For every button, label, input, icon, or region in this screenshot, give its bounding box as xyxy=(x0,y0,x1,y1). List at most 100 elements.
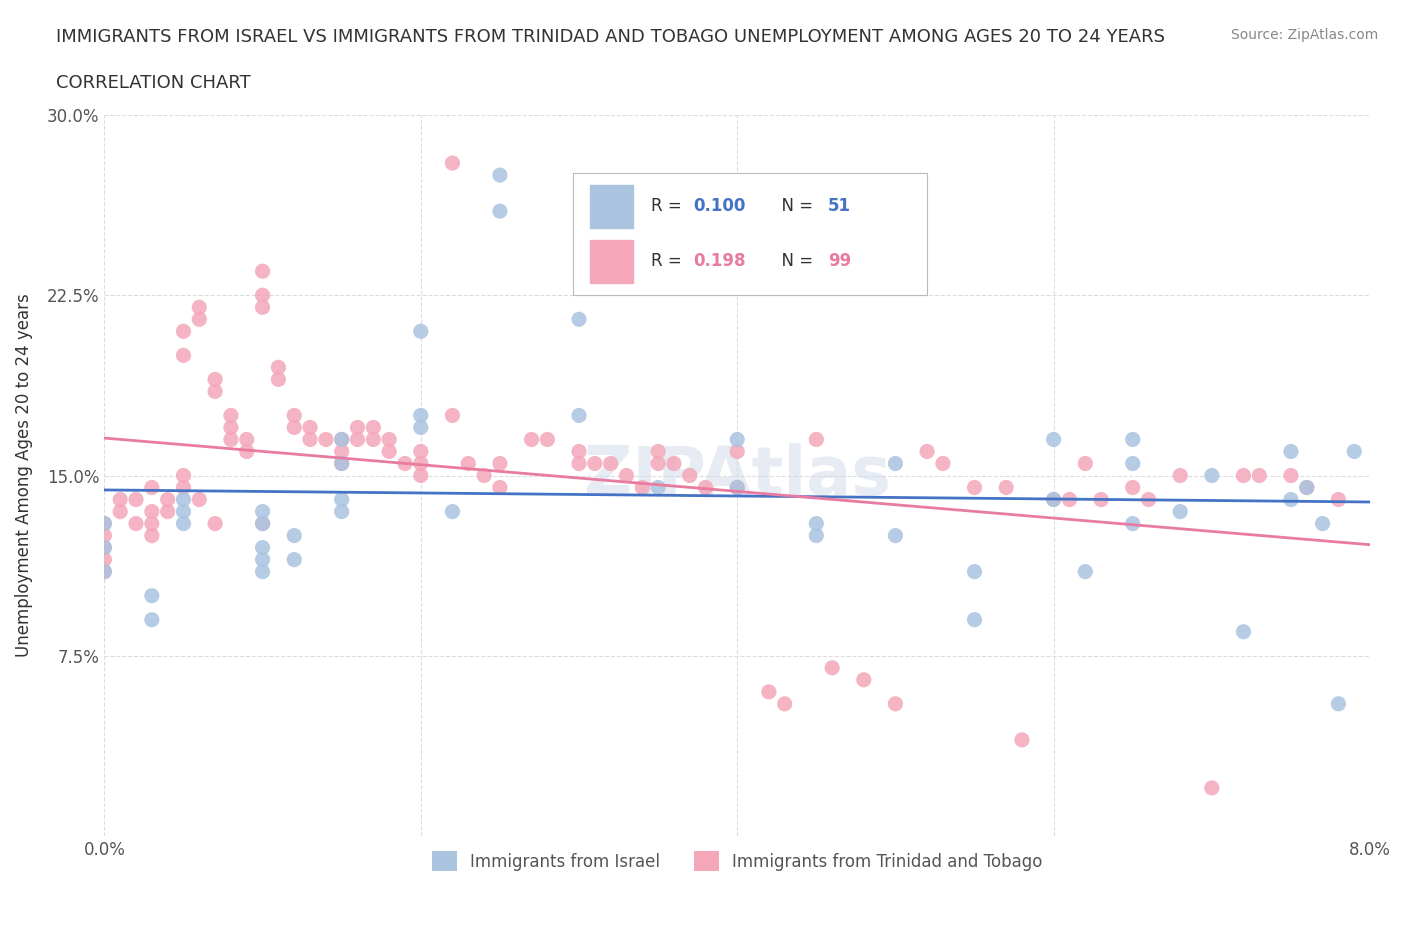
Point xyxy=(852,672,875,687)
Point xyxy=(1122,516,1144,531)
Point xyxy=(647,456,669,471)
Point xyxy=(1327,697,1350,711)
Point xyxy=(283,408,305,423)
Point xyxy=(1343,444,1365,458)
Point xyxy=(1201,780,1223,795)
Point xyxy=(93,528,115,543)
Point xyxy=(963,480,986,495)
Point xyxy=(141,528,163,543)
Point xyxy=(141,504,163,519)
Point xyxy=(662,456,685,471)
Point xyxy=(472,468,495,483)
Point xyxy=(409,408,432,423)
Point xyxy=(1137,492,1160,507)
Point xyxy=(252,516,274,531)
Point xyxy=(1279,444,1302,458)
Point xyxy=(647,444,669,458)
Point xyxy=(1042,492,1064,507)
Point xyxy=(1295,480,1317,495)
Point xyxy=(299,432,322,447)
Point xyxy=(172,348,194,363)
Point xyxy=(299,420,322,435)
Point xyxy=(188,492,211,507)
Point xyxy=(172,324,194,339)
Point xyxy=(252,540,274,555)
Text: IMMIGRANTS FROM ISRAEL VS IMMIGRANTS FROM TRINIDAD AND TOBAGO UNEMPLOYMENT AMONG: IMMIGRANTS FROM ISRAEL VS IMMIGRANTS FRO… xyxy=(56,28,1166,46)
Point xyxy=(963,612,986,627)
Point xyxy=(963,565,986,579)
Point xyxy=(141,589,163,604)
Point xyxy=(93,516,115,531)
Point xyxy=(409,420,432,435)
Point xyxy=(188,312,211,326)
Point xyxy=(252,516,274,531)
Point xyxy=(457,456,479,471)
Point xyxy=(219,408,242,423)
Point xyxy=(725,444,748,458)
Point xyxy=(93,552,115,567)
Point xyxy=(252,552,274,567)
Point xyxy=(583,456,606,471)
Point xyxy=(599,456,621,471)
Point xyxy=(330,444,353,458)
Point xyxy=(1059,492,1081,507)
Point xyxy=(441,155,464,170)
Point xyxy=(915,444,938,458)
Point xyxy=(441,504,464,519)
Point xyxy=(283,552,305,567)
Point xyxy=(409,456,432,471)
Point xyxy=(172,504,194,519)
Point xyxy=(1279,468,1302,483)
Point xyxy=(884,456,907,471)
Point xyxy=(695,480,717,495)
Point xyxy=(725,480,748,495)
Text: ZIPAtlas: ZIPAtlas xyxy=(583,443,890,509)
Point xyxy=(108,492,131,507)
Point xyxy=(758,684,780,699)
Point xyxy=(267,360,290,375)
Point xyxy=(1122,432,1144,447)
Point xyxy=(252,504,274,519)
Point xyxy=(156,504,179,519)
Point xyxy=(489,456,512,471)
Point xyxy=(1249,468,1271,483)
Point xyxy=(1074,565,1097,579)
Point xyxy=(1279,492,1302,507)
Point xyxy=(1312,516,1334,531)
Point xyxy=(489,167,512,182)
Text: Source: ZipAtlas.com: Source: ZipAtlas.com xyxy=(1230,28,1378,42)
Point xyxy=(441,408,464,423)
Point xyxy=(1201,468,1223,483)
Legend: Immigrants from Israel, Immigrants from Trinidad and Tobago: Immigrants from Israel, Immigrants from … xyxy=(426,844,1049,878)
Point xyxy=(568,408,591,423)
Point xyxy=(821,660,844,675)
Point xyxy=(108,504,131,519)
Point xyxy=(568,312,591,326)
Point xyxy=(725,432,748,447)
Point xyxy=(1232,624,1254,639)
Point xyxy=(204,372,226,387)
Point xyxy=(330,432,353,447)
Point xyxy=(172,516,194,531)
Y-axis label: Unemployment Among Ages 20 to 24 years: Unemployment Among Ages 20 to 24 years xyxy=(15,294,32,658)
Point xyxy=(631,480,654,495)
Point xyxy=(995,480,1018,495)
Point xyxy=(330,492,353,507)
Point xyxy=(93,565,115,579)
Point xyxy=(1122,480,1144,495)
Point xyxy=(363,432,385,447)
Point xyxy=(773,697,796,711)
Point xyxy=(1122,456,1144,471)
Point xyxy=(188,299,211,314)
Point xyxy=(806,516,828,531)
Point xyxy=(489,480,512,495)
Point xyxy=(93,540,115,555)
Point xyxy=(884,697,907,711)
Point xyxy=(409,324,432,339)
Point xyxy=(409,444,432,458)
Point xyxy=(647,480,669,495)
Text: CORRELATION CHART: CORRELATION CHART xyxy=(56,74,252,92)
Point xyxy=(93,540,115,555)
Point xyxy=(1168,468,1191,483)
Point xyxy=(1090,492,1112,507)
